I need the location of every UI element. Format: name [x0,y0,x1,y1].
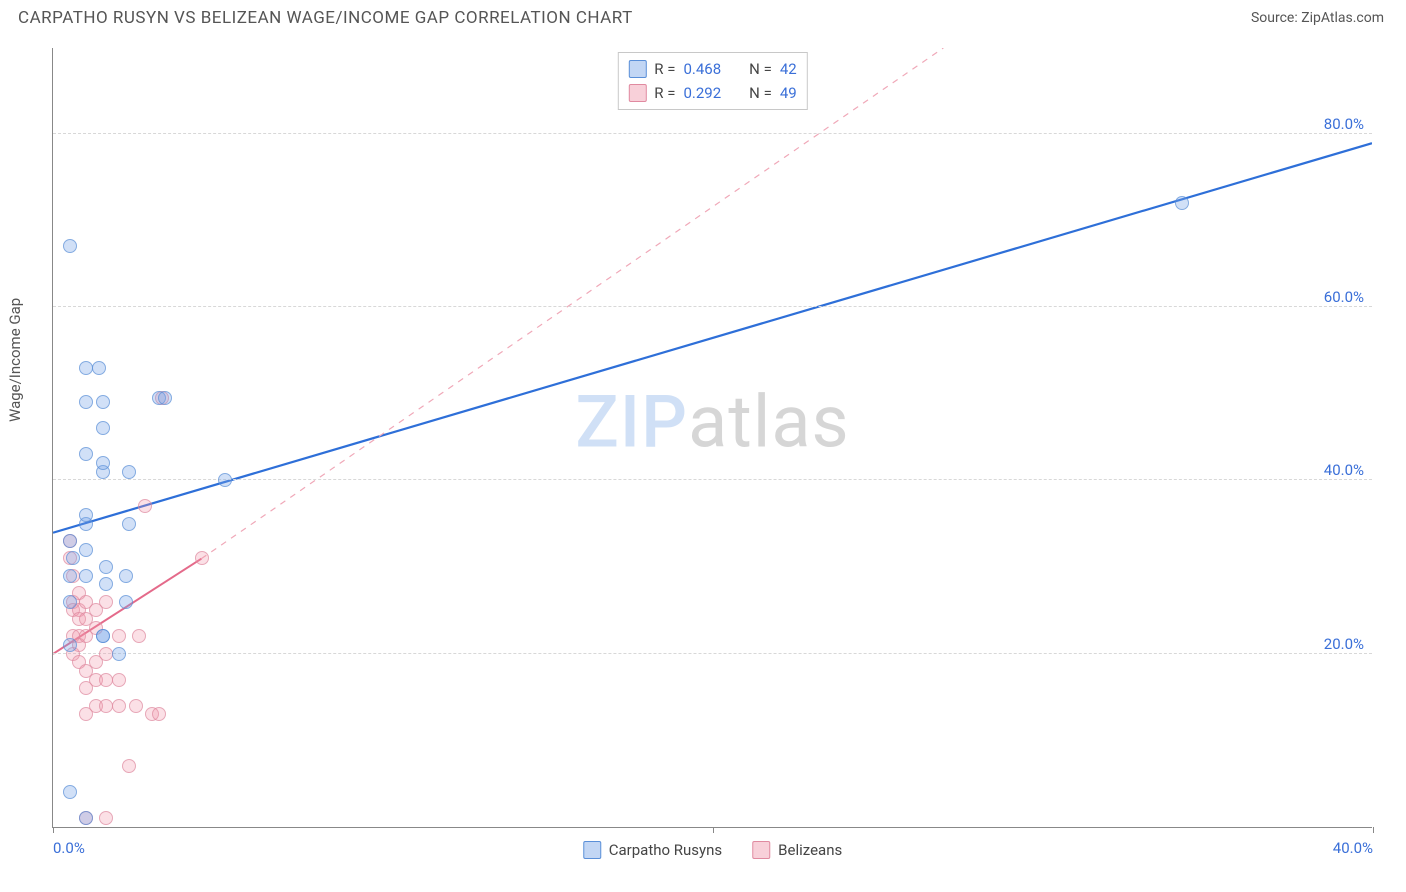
data-point [152,707,166,721]
header: CARPATHO RUSYN VS BELIZEAN WAGE/INCOME G… [0,0,1406,34]
data-point [96,456,110,470]
swatch-a-icon [628,60,646,78]
n-label: N = [749,81,772,105]
data-point [132,629,146,643]
x-tick [1373,827,1374,833]
data-point [122,759,136,773]
data-point [79,569,93,583]
legend-row-a: R = 0.468 N = 42 [628,57,796,81]
data-point [99,560,113,574]
n-value-b: 49 [780,81,797,105]
data-point [63,785,77,799]
legend-item-b: Belizeans [752,841,842,859]
r-label: R = [654,81,675,105]
gridline [53,306,1372,307]
x-tick [53,827,54,833]
data-point [119,569,133,583]
swatch-b-icon [628,84,646,102]
data-point [112,673,126,687]
data-point [99,647,113,661]
data-point [79,543,93,557]
source-label: Source: ZipAtlas.com [1251,10,1384,26]
data-point [96,629,110,643]
data-point [99,811,113,825]
legend-item-a: Carpatho Rusyns [583,841,722,859]
data-point [122,465,136,479]
data-point [79,811,93,825]
data-point [138,499,152,513]
x-tick [713,827,714,833]
r-label: R = [654,57,675,81]
data-point [79,508,93,522]
chart-title: CARPATHO RUSYN VS BELIZEAN WAGE/INCOME G… [18,8,633,28]
r-value-a: 0.468 [683,57,721,81]
watermark-part2: atlas [688,379,850,464]
y-tick-label: 60.0% [1324,288,1364,306]
x-tick-label: 0.0% [53,839,85,857]
swatch-b-icon [752,841,770,859]
gridline [53,653,1372,654]
gridline [53,479,1372,480]
data-point [63,569,77,583]
r-value-b: 0.292 [683,81,721,105]
y-tick-label: 20.0% [1324,635,1364,653]
data-point [158,391,172,405]
data-point [96,421,110,435]
data-point [96,395,110,409]
data-point [66,551,80,565]
y-tick-label: 80.0% [1324,115,1364,133]
watermark-part1: ZIP [575,379,688,464]
data-point [112,629,126,643]
data-point [63,595,77,609]
data-point [63,239,77,253]
data-point [99,673,113,687]
data-point [129,699,143,713]
data-point [218,473,232,487]
y-axis-label: Wage/Income Gap [6,298,24,422]
data-point [119,595,133,609]
data-point [79,395,93,409]
legend-label-b: Belizeans [778,841,842,859]
n-label: N = [749,57,772,81]
data-point [79,447,93,461]
data-point [92,361,106,375]
gridline [53,133,1372,134]
data-point [79,361,93,375]
watermark: ZIPatlas [575,379,849,464]
data-point [99,577,113,591]
legend-label-a: Carpatho Rusyns [609,841,722,859]
chart-container: Wage/Income Gap ZIPatlas R = 0.468 N = 4… [18,42,1388,882]
data-point [63,534,77,548]
data-point [1175,196,1189,210]
y-tick-label: 40.0% [1324,461,1364,479]
trendlines-svg [53,48,1372,827]
legend-correlation: R = 0.468 N = 42 R = 0.292 N = 49 [617,52,807,110]
legend-row-b: R = 0.292 N = 49 [628,81,796,105]
plot-area: ZIPatlas R = 0.468 N = 42 R = 0.292 N = … [52,48,1372,828]
legend-series: Carpatho Rusyns Belizeans [583,841,842,859]
data-point [112,699,126,713]
data-point [63,638,77,652]
n-value-a: 42 [780,57,797,81]
swatch-a-icon [583,841,601,859]
data-point [122,517,136,531]
data-point [99,699,113,713]
data-point [99,595,113,609]
x-tick-label: 40.0% [1333,839,1373,857]
data-point [195,551,209,565]
data-point [112,647,126,661]
